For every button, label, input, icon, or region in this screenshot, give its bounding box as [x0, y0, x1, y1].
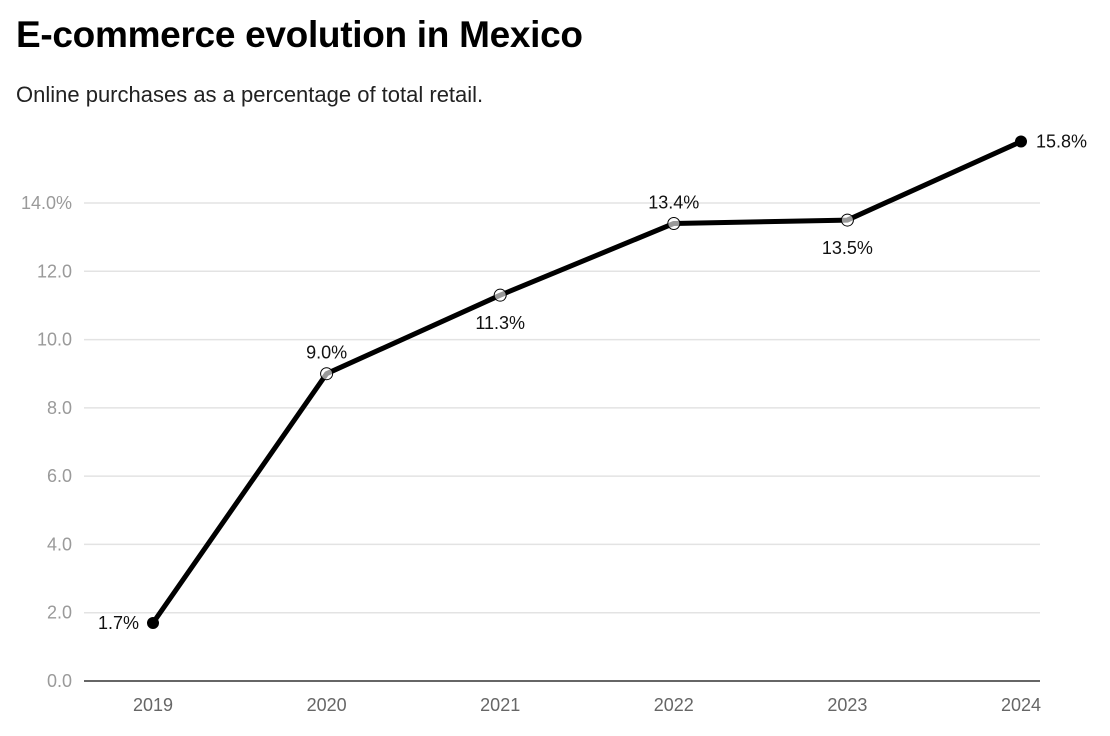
y-tick-label: 12.0 [37, 261, 72, 281]
y-tick-label: 10.0 [37, 330, 72, 350]
data-label: 9.0% [306, 343, 347, 363]
y-tick-label: 2.0 [47, 603, 72, 623]
y-tick-label: 6.0 [47, 466, 72, 486]
y-tick-label: 0.0 [47, 671, 72, 691]
data-point [840, 213, 854, 227]
x-tick-label: 2020 [307, 695, 347, 715]
data-labels: 1.7% 9.0% 11.3% 13.4% 13.5% 15.8% [98, 132, 1087, 633]
data-point [1015, 135, 1027, 148]
data-point [667, 216, 681, 230]
data-label: 13.5% [822, 238, 873, 258]
data-point [493, 288, 507, 302]
x-tick-label: 2024 [1001, 695, 1041, 715]
x-tick-label: 2021 [480, 695, 520, 715]
data-label: 11.3% [475, 313, 525, 333]
y-axis: 0.0 2.0 4.0 6.0 8.0 10.0 12.0 14.0% [21, 193, 72, 691]
y-tick-label: 14.0% [21, 193, 72, 213]
chart-subtitle: Online purchases as a percentage of tota… [16, 82, 484, 107]
x-tick-label: 2019 [133, 695, 173, 715]
data-point [147, 616, 159, 629]
gridlines [84, 202, 1040, 614]
x-axis: 2019 2020 2021 2022 2023 2024 [84, 680, 1041, 715]
data-label: 1.7% [98, 613, 139, 633]
data-label: 13.4% [648, 192, 699, 212]
x-tick-label: 2023 [827, 695, 867, 715]
data-point [320, 367, 334, 381]
series-line-path [150, 139, 1023, 625]
series-line [147, 135, 1027, 629]
x-tick-label: 2022 [654, 695, 694, 715]
y-tick-label: 8.0 [47, 398, 72, 418]
chart-title: E-commerce evolution in Mexico [16, 14, 583, 55]
data-label: 15.8% [1036, 132, 1087, 152]
y-tick-label: 4.0 [47, 534, 72, 554]
